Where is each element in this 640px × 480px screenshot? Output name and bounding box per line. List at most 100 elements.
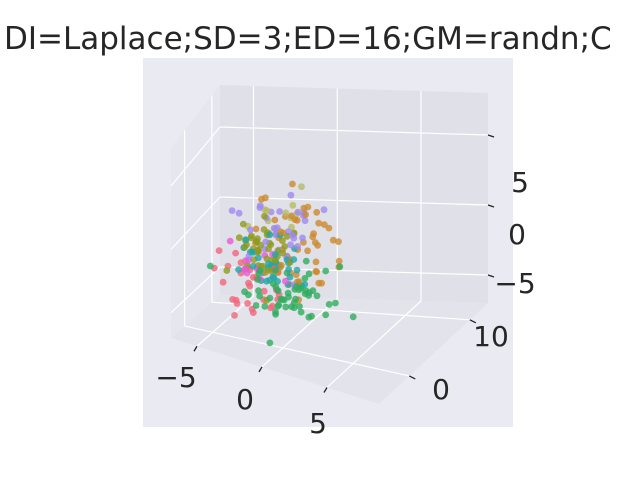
grid-lines <box>170 86 489 388</box>
z-grid-left <box>170 266 221 314</box>
scatter-point <box>295 278 303 285</box>
scatter-point <box>298 183 305 191</box>
scatter-point <box>239 220 247 228</box>
scatter-point <box>322 311 330 319</box>
scatter-point <box>277 261 285 269</box>
scatter-point <box>294 243 302 250</box>
scatter-point <box>263 255 271 263</box>
scatter-point <box>279 296 286 303</box>
scatter-point <box>260 287 268 295</box>
z-tick-label-2: 0 <box>508 218 526 251</box>
scatter-point <box>233 300 241 307</box>
scatter-point <box>289 201 297 209</box>
scatter-point <box>287 241 294 249</box>
scatter-point <box>245 279 252 287</box>
scatter-point <box>262 238 270 246</box>
scatter-point <box>302 211 309 219</box>
scatter-point <box>315 219 323 227</box>
y-tick-mark <box>408 375 416 380</box>
scatter-point <box>249 262 257 270</box>
scatter-point <box>241 243 249 251</box>
z-tick-label-3: 5 <box>511 166 529 199</box>
scatter-point <box>282 209 290 217</box>
scatter-point <box>261 212 268 220</box>
scatter-point <box>335 257 343 265</box>
z-tick-mark <box>487 274 495 278</box>
scatter-point <box>255 287 262 295</box>
scatter-point <box>243 269 251 277</box>
scatter-point <box>277 228 285 236</box>
scatter-point <box>266 231 274 239</box>
scatter-point <box>279 249 287 257</box>
scatter-point <box>253 238 261 246</box>
scatter-point <box>269 302 276 310</box>
scatter-point <box>242 236 250 244</box>
scatter-point <box>289 180 296 188</box>
scatter-point <box>294 208 302 216</box>
scatter-point <box>261 302 269 310</box>
scatter-point <box>235 266 243 273</box>
scatter-point <box>335 238 342 246</box>
x-tick-label-2: 0 <box>236 383 254 416</box>
scatter-point <box>301 217 309 225</box>
x-tick-mark <box>258 366 263 373</box>
scatter-point <box>312 258 320 266</box>
scatter-point <box>256 267 264 274</box>
y-tick-label-2: 10 <box>473 320 509 353</box>
scatter-point <box>223 267 231 274</box>
data-points <box>206 180 357 347</box>
scatter-point <box>237 259 245 267</box>
scatter-point <box>219 278 227 286</box>
scatter-point <box>305 270 313 278</box>
scatter-point <box>292 295 299 303</box>
scatter-point <box>325 224 333 232</box>
z-tick-label-1: −5 <box>494 267 535 300</box>
scatter-point <box>320 206 328 214</box>
scatter-point <box>332 299 339 307</box>
scatter-point <box>311 239 319 246</box>
scatter-point <box>290 304 298 312</box>
scatter-point <box>265 266 272 274</box>
scatter-point <box>329 236 337 244</box>
z-tick-mark <box>487 134 495 138</box>
scatter-point <box>349 313 357 321</box>
scatter-point <box>290 234 298 242</box>
scatter-point <box>272 267 279 274</box>
x-tick-label-1: −5 <box>155 361 196 394</box>
scatter-point <box>263 207 271 214</box>
scatter-point <box>256 202 264 210</box>
scatter-point <box>313 292 321 300</box>
z-tick-mark <box>487 204 495 208</box>
scatter-point <box>252 225 260 233</box>
scatter-point <box>293 266 301 274</box>
scatter-point <box>309 233 317 241</box>
scatter-point <box>266 294 274 302</box>
scatter-point <box>265 245 272 253</box>
y-tick-label-1: 0 <box>432 373 450 406</box>
scatter-point <box>286 273 294 281</box>
z-grid-back <box>219 126 489 136</box>
scatter-point <box>302 257 310 265</box>
floor-pane <box>171 295 488 404</box>
x-tick-mark <box>193 345 198 352</box>
scatter-point <box>241 288 249 296</box>
scatter-point <box>290 256 298 263</box>
z-grid-left <box>170 126 221 187</box>
tick-marks <box>193 134 495 393</box>
scatter-point <box>272 308 279 316</box>
scatter-point <box>254 276 262 283</box>
scatter-point <box>231 312 238 319</box>
scatter-point <box>269 273 277 280</box>
scatter-point <box>304 247 311 255</box>
scatter-point <box>271 256 279 264</box>
scatter-point <box>282 277 289 285</box>
scatter-point <box>313 208 321 216</box>
scatter-point <box>318 279 325 287</box>
scatter-point <box>292 283 300 290</box>
scatter-point <box>247 226 254 234</box>
scatter-point <box>282 303 290 311</box>
z-grid-left <box>170 196 221 250</box>
scatter-point <box>228 207 236 215</box>
scatter-point <box>266 339 274 347</box>
scatter-point <box>226 237 234 245</box>
